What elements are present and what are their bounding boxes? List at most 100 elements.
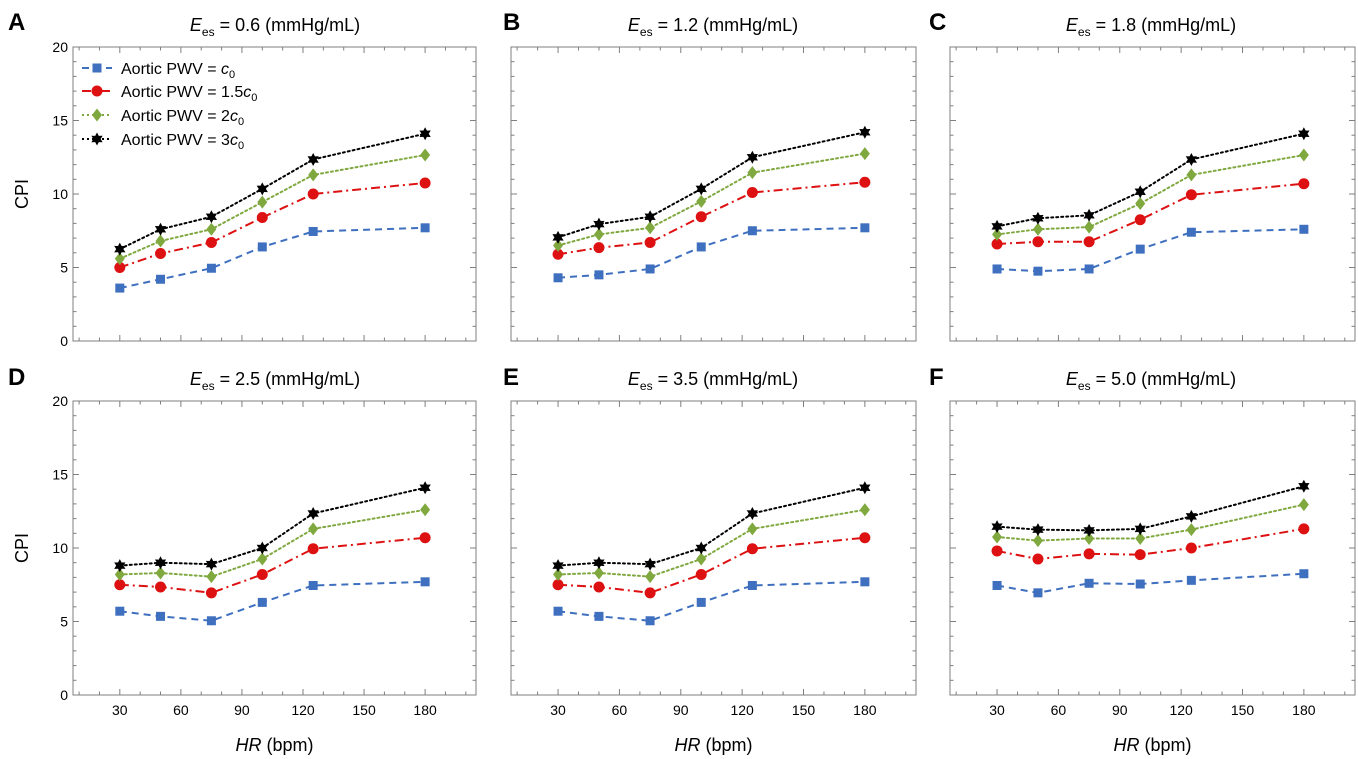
data-point: [644, 237, 656, 249]
x-tick-label: 30: [989, 702, 1005, 718]
data-point: [1033, 266, 1043, 276]
data-point: [1135, 244, 1145, 254]
data-point: [593, 227, 604, 241]
data-point: [696, 552, 707, 566]
data-point: [307, 506, 319, 520]
series-3: [992, 148, 1309, 241]
data-point: [205, 587, 217, 599]
data-point: [156, 611, 166, 621]
plot-frame: [72, 400, 477, 696]
series-line: [118, 132, 427, 251]
data-point: [1134, 549, 1146, 561]
y-tick-label: 5: [60, 614, 68, 630]
plot-frame: [949, 46, 1356, 342]
panel-letter: C: [929, 9, 946, 36]
series-3: [553, 147, 870, 252]
y-tick-label: 20: [52, 39, 68, 55]
legend-marker: [91, 132, 103, 146]
data-point: [1298, 178, 1310, 190]
data-point: [645, 264, 655, 274]
data-point: [1083, 208, 1095, 222]
ticks: [511, 400, 916, 696]
data-point: [1134, 185, 1146, 199]
y-tick-label: 15: [52, 467, 68, 483]
legend-marker: [92, 63, 102, 73]
x-tick-label: 60: [612, 702, 628, 718]
data-point: [1032, 222, 1043, 236]
data-point: [1298, 127, 1310, 141]
data-point: [308, 522, 319, 536]
data-point: [593, 556, 605, 570]
panel-title: Ees = 1.8 (mmHg/mL): [1066, 15, 1236, 39]
x-tick-label: 30: [550, 702, 566, 718]
x-tick-label: 30: [112, 702, 128, 718]
series-line: [557, 181, 865, 256]
data-point: [1185, 509, 1197, 523]
data-point: [859, 532, 871, 544]
data-point: [1298, 498, 1309, 512]
data-point: [1135, 197, 1146, 211]
data-point: [695, 182, 707, 196]
legend-item: Aortic PWV = 1.5c0: [82, 84, 257, 104]
data-point: [695, 541, 707, 555]
data-point: [206, 570, 217, 584]
data-point: [419, 532, 431, 544]
data-point: [593, 217, 605, 231]
data-point: [552, 248, 564, 260]
ticks: [950, 46, 1355, 342]
data-point: [1186, 168, 1197, 182]
data-point: [695, 568, 707, 580]
data-point: [115, 606, 125, 616]
data-point: [746, 187, 758, 199]
data-point: [420, 577, 430, 587]
data-point: [552, 559, 564, 573]
data-point: [1083, 548, 1095, 560]
data-point: [420, 223, 430, 233]
data-point: [644, 210, 656, 224]
panel-letter: A: [8, 9, 25, 36]
series-line: [118, 486, 427, 567]
data-point: [1032, 211, 1044, 225]
y-axis-label: CPI: [12, 179, 32, 209]
data-point: [419, 481, 431, 495]
data-point: [205, 557, 218, 571]
series-4: [114, 481, 431, 573]
data-point: [696, 242, 706, 252]
series-4: [991, 127, 1310, 233]
data-point: [1033, 588, 1043, 598]
data-point: [419, 177, 431, 189]
data-point: [154, 556, 167, 570]
data-point: [645, 570, 656, 584]
data-point: [746, 150, 758, 164]
series-line: [557, 580, 865, 622]
data-point: [1185, 189, 1197, 201]
legend-label: Aortic PWV = 2c0: [121, 108, 244, 128]
series-line: [119, 536, 426, 594]
data-point: [155, 234, 166, 248]
data-point: [552, 230, 564, 244]
data-point: [859, 125, 871, 139]
data-point: [1298, 523, 1310, 535]
panel-title: Ees = 2.5 (mmHg/mL): [190, 369, 360, 393]
data-point: [594, 270, 604, 280]
data-point: [1084, 578, 1094, 588]
series-4: [991, 479, 1310, 537]
data-point: [553, 606, 563, 616]
panel-title: Ees = 3.5 (mmHg/mL): [628, 369, 798, 393]
y-axis-label: CPI: [12, 533, 32, 563]
data-point: [114, 579, 126, 591]
series-line: [557, 152, 866, 247]
x-tick-label: 90: [673, 702, 689, 718]
x-tick-label: 150: [792, 702, 816, 718]
data-point: [308, 580, 318, 590]
data-point: [205, 210, 218, 224]
legend-item: Aortic PWV = c0: [82, 61, 235, 81]
data-point: [257, 195, 268, 209]
series-4: [552, 481, 871, 573]
legend-item: Aortic PWV = 2c0: [82, 108, 244, 128]
series-line: [557, 226, 865, 279]
data-point: [155, 248, 167, 260]
series-line: [118, 154, 427, 260]
series-line: [996, 182, 1304, 245]
